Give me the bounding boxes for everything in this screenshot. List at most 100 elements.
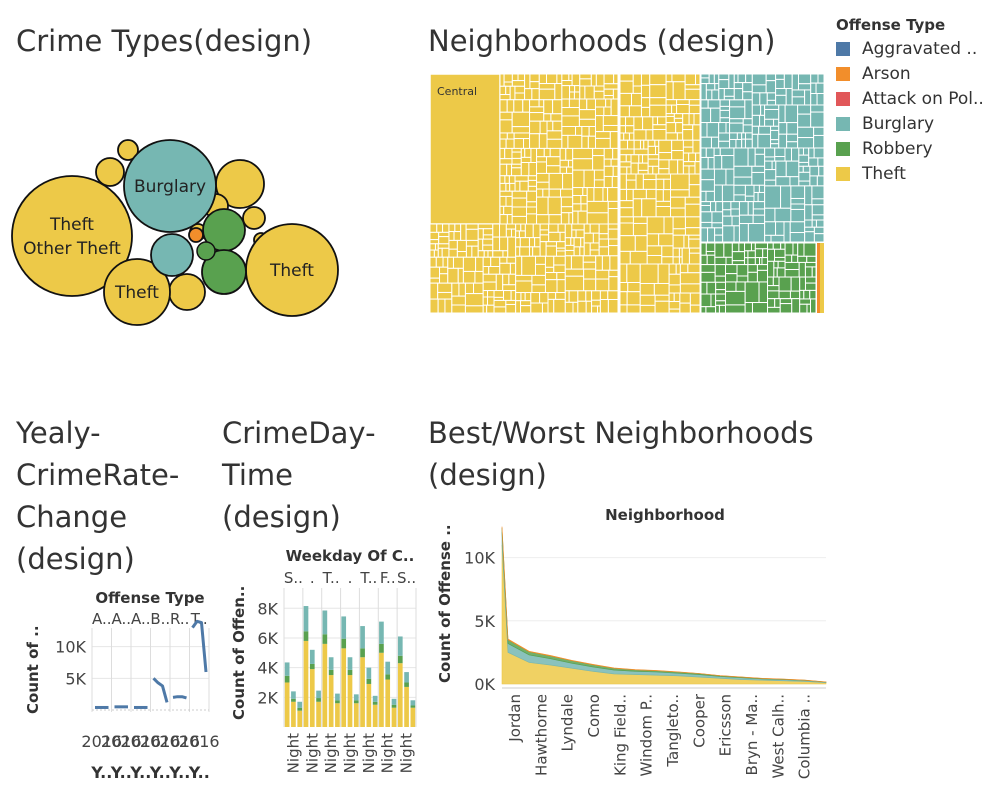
treemap-cell	[665, 122, 677, 134]
treemap-cell	[429, 243, 436, 251]
treemap-cell	[767, 298, 776, 308]
treemap-cell	[681, 247, 690, 265]
treemap-cell	[652, 128, 667, 141]
treemap-cell	[538, 99, 545, 108]
legend-item[interactable]: Robbery	[836, 136, 996, 161]
treemap-cell	[482, 238, 494, 246]
bar-segment	[322, 643, 328, 727]
treemap-cell	[742, 124, 753, 134]
treemap-cell	[627, 282, 641, 293]
legend-item[interactable]: Theft	[836, 161, 996, 186]
treemap-cell	[513, 138, 525, 149]
legend-item[interactable]: Attack on Pol..	[836, 86, 996, 111]
legend-item[interactable]: Aggravated ..	[836, 36, 996, 61]
treemap-cell	[747, 147, 756, 167]
treemap-cell	[719, 99, 731, 107]
treemap-cell	[473, 282, 484, 295]
treemap-cell	[733, 225, 740, 243]
treemap-cell	[429, 223, 438, 233]
legend-item[interactable]: Arson	[836, 61, 996, 86]
treemap-cell	[767, 276, 774, 287]
treemap-cell	[714, 234, 724, 243]
treemap-cell	[583, 268, 597, 280]
treemap-cell	[668, 292, 675, 303]
treemap-cell	[619, 173, 627, 190]
treemap-cell	[725, 304, 746, 314]
treemap-cell	[767, 290, 780, 300]
treemap-cell	[744, 242, 752, 252]
treemap-cell	[632, 188, 647, 200]
treemap-cell	[770, 125, 780, 131]
treemap-cell	[619, 282, 629, 293]
treemap-cell	[511, 126, 531, 134]
treemap-cell	[608, 238, 619, 247]
treemap-cell	[797, 104, 812, 115]
treemap-cell	[526, 190, 538, 203]
treemap-cell	[798, 171, 811, 182]
treemap-cell	[679, 292, 691, 304]
treemap-cell	[589, 242, 600, 251]
treemap-cell	[804, 89, 812, 106]
bubble	[11, 175, 133, 297]
treemap-cell	[593, 85, 605, 92]
x-tick-label: Bryn - Ma..	[743, 694, 761, 775]
treemap-cell	[731, 242, 740, 253]
x-tick-label: Night	[360, 733, 378, 773]
treemap-cell	[783, 73, 793, 89]
treemap-cell	[465, 245, 473, 258]
treemap-cell	[679, 263, 689, 274]
treemap-cell	[619, 125, 627, 134]
treemap-cell	[773, 260, 779, 269]
offense-type-legend[interactable]: Offense Type Aggravated .. Arson Attack on…	[836, 16, 996, 186]
treemap-cell	[810, 93, 818, 106]
treemap-cell	[454, 223, 462, 233]
treemap-cell	[538, 88, 556, 101]
treemap-cell	[529, 106, 545, 114]
treemap-cell	[710, 136, 720, 149]
treemap-cell	[744, 257, 749, 266]
treemap-cell	[747, 223, 766, 243]
treemap-cell	[429, 266, 441, 279]
treemap-cell	[700, 99, 709, 109]
treemap-cell	[603, 73, 615, 85]
treemap-cell	[632, 85, 642, 94]
treemap-cell	[798, 261, 806, 278]
treemap-cell	[817, 73, 825, 84]
treemap-cell	[723, 242, 733, 258]
treemap-cell	[718, 132, 731, 142]
treemap-cell	[810, 73, 819, 84]
treemap-cell	[625, 154, 632, 163]
treemap-cell	[730, 201, 740, 210]
treemap-cell	[797, 113, 812, 128]
treemap-cell	[553, 298, 566, 314]
treemap-cell	[531, 88, 540, 101]
bar-segment	[397, 636, 403, 656]
treemap-cell	[528, 162, 538, 177]
treemap-cell	[774, 298, 781, 308]
x-tick-label: 2016	[120, 732, 161, 751]
treemap-cell	[671, 104, 678, 115]
treemap-cell	[632, 198, 643, 218]
y-axis-label: Count of ..	[24, 625, 42, 714]
treemap-cell	[433, 249, 439, 258]
treemap-cell	[465, 228, 479, 241]
treemap-cell	[738, 223, 749, 243]
treemap-cell	[655, 200, 672, 208]
legend-item[interactable]: Burglary	[836, 111, 996, 136]
treemap-cell	[764, 104, 780, 110]
treemap-cell	[483, 250, 489, 258]
treemap-cell	[665, 115, 675, 124]
treemap-cell	[580, 237, 585, 248]
treemap-cell	[766, 99, 777, 106]
treemap-cell	[820, 243, 824, 313]
treemap-cell	[499, 147, 506, 160]
treemap-cell	[543, 99, 554, 115]
treemap-cell	[737, 73, 747, 84]
treemap-cell	[584, 85, 595, 100]
treemap-cell	[715, 304, 720, 314]
yearly-title: Yealy- CrimeRate- Change (design)	[16, 412, 179, 580]
treemap-cell	[527, 185, 538, 192]
treemap-cell	[429, 282, 439, 300]
treemap-cell	[570, 255, 584, 270]
